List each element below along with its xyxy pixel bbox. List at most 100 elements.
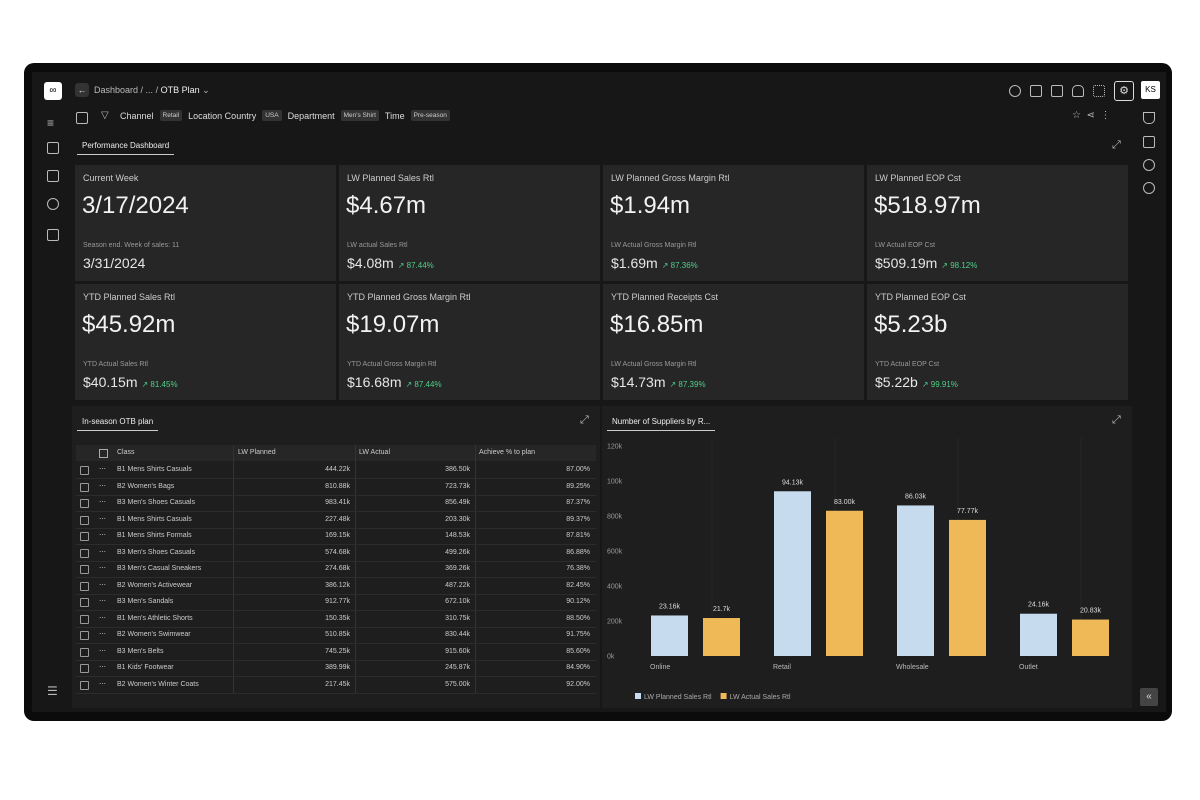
- expand-icon[interactable]: ⤢: [1112, 139, 1121, 151]
- table-cell: 169.15k: [325, 532, 350, 539]
- row-menu[interactable]: ⋯: [99, 664, 106, 671]
- kpi-sub-value: $1.69m ↗ 87.36%: [611, 255, 698, 271]
- column-header: LW Planned: [238, 449, 276, 456]
- row-menu[interactable]: ⋯: [99, 466, 106, 473]
- icon[interactable]: [1143, 112, 1155, 124]
- checkbox[interactable]: [80, 466, 89, 475]
- icon[interactable]: [1093, 85, 1105, 97]
- toolbar-icons[interactable]: ☆ ⋖ ⋮: [1072, 110, 1111, 121]
- icon[interactable]: [1143, 182, 1155, 194]
- icon[interactable]: [1051, 85, 1063, 97]
- filter-chip[interactable]: Retail: [159, 110, 183, 121]
- table-cell: 510.85k: [325, 631, 350, 638]
- icon[interactable]: [1143, 136, 1155, 148]
- expand-icon[interactable]: ⤢: [580, 414, 589, 426]
- icon[interactable]: [47, 229, 59, 241]
- row-menu[interactable]: ⋯: [99, 598, 106, 605]
- panel-tab[interactable]: Number of Suppliers by R...: [607, 417, 716, 431]
- row-divider: [76, 593, 596, 595]
- table-cell: 92.00%: [566, 680, 590, 688]
- y-tick-label: 600k: [607, 549, 623, 556]
- table-cell: 148.53k: [445, 532, 470, 539]
- crumb[interactable]: Dashboard: [94, 85, 139, 95]
- table-cell: 91.75%: [566, 631, 590, 638]
- panel-tab[interactable]: In-season OTB plan: [77, 417, 159, 431]
- row-menu[interactable]: ⋯: [99, 680, 106, 688]
- checkbox[interactable]: [80, 664, 89, 673]
- row-divider: [76, 527, 596, 529]
- column-divider: [475, 445, 476, 693]
- filter-label: Location Country: [188, 110, 257, 121]
- row-menu[interactable]: ⋯: [99, 482, 106, 490]
- table-cell: 830.44k: [445, 631, 470, 638]
- row-menu[interactable]: ⋯: [99, 515, 106, 523]
- panel-icon[interactable]: [76, 112, 88, 124]
- tab[interactable]: Performance Dashboard: [77, 141, 175, 155]
- table-cell: B1 Mens Shirts Formals: [117, 532, 192, 539]
- list-icon[interactable]: ☰: [47, 684, 58, 698]
- table-cell: 915.60k: [445, 647, 470, 655]
- checkbox[interactable]: [80, 532, 89, 541]
- icon[interactable]: [47, 170, 59, 182]
- kpi-change: ↗ 87.44%: [405, 380, 441, 389]
- table-cell: 203.30k: [445, 515, 470, 523]
- y-tick-label: 120k: [607, 444, 623, 451]
- back-button[interactable]: ←: [75, 83, 89, 97]
- avatar[interactable]: KS: [1141, 81, 1160, 99]
- checkbox[interactable]: [80, 499, 89, 508]
- row-menu[interactable]: ⋯: [99, 614, 106, 622]
- icon[interactable]: [1030, 85, 1042, 97]
- icon[interactable]: [1143, 159, 1155, 171]
- row-menu[interactable]: ⋯: [99, 581, 106, 589]
- table-cell: 90.12%: [566, 598, 590, 605]
- filter-chip[interactable]: USA: [262, 110, 282, 121]
- checkbox[interactable]: [80, 680, 89, 690]
- kpi-title: LW Planned Sales Rtl: [347, 173, 434, 183]
- checkbox[interactable]: [80, 647, 89, 657]
- row-divider: [76, 560, 596, 562]
- value-label: 21.7k: [713, 606, 731, 613]
- row-menu[interactable]: ⋯: [99, 565, 106, 572]
- row-divider: [76, 692, 596, 694]
- logo[interactable]: ∞: [44, 82, 62, 100]
- table-cell: B1 Men's Athletic Shorts: [117, 614, 193, 622]
- value-label: 20.83k: [1080, 608, 1102, 615]
- checkbox[interactable]: [80, 565, 89, 574]
- checkbox[interactable]: [80, 581, 89, 591]
- icon[interactable]: [47, 142, 59, 154]
- kpi-sub-value: $16.68m ↗ 87.44%: [347, 374, 442, 390]
- checkbox[interactable]: [80, 598, 89, 607]
- checkbox[interactable]: [80, 482, 89, 492]
- expand-icon[interactable]: ⤢: [1112, 414, 1121, 426]
- row-menu[interactable]: ⋯: [99, 647, 106, 655]
- table-cell: B3 Men's Belts: [117, 647, 164, 655]
- filter-chip[interactable]: Men's Shirt: [340, 110, 379, 121]
- icon[interactable]: [1009, 85, 1021, 97]
- checkbox[interactable]: [80, 515, 89, 525]
- settings-button[interactable]: ⚙: [1114, 81, 1134, 101]
- collapse-button[interactable]: «: [1140, 688, 1158, 706]
- filter-icon[interactable]: ▽: [101, 110, 109, 121]
- icon[interactable]: [47, 198, 59, 210]
- icon[interactable]: [1072, 85, 1084, 97]
- checkbox[interactable]: [80, 614, 89, 624]
- x-tick-label: Retail: [773, 664, 791, 671]
- column-header: Achieve % to plan: [479, 449, 536, 456]
- arrow-icon: ↗: [669, 380, 679, 389]
- value-label: 24.16k: [1028, 602, 1050, 609]
- row-menu[interactable]: ⋯: [99, 532, 106, 539]
- kpi-sub-label: YTD Actual EOP Cst: [875, 361, 940, 368]
- filter-chip[interactable]: Pre-season: [410, 110, 450, 121]
- kpi-sub-value: $5.22b ↗ 99.91%: [875, 374, 958, 390]
- kpi-change-text: 81.45%: [150, 380, 178, 389]
- crumb[interactable]: ...: [145, 85, 154, 95]
- crumb[interactable]: OTB Plan: [160, 85, 200, 95]
- menu-icon[interactable]: ≡: [47, 116, 55, 130]
- kpi-sub-value-text: $4.08m: [347, 255, 394, 271]
- row-menu[interactable]: ⋯: [99, 499, 106, 506]
- row-menu[interactable]: ⋯: [99, 548, 106, 556]
- checkbox[interactable]: [80, 548, 89, 558]
- kpi-change: ↗ 87.44%: [398, 261, 434, 270]
- row-menu[interactable]: ⋯: [99, 631, 106, 638]
- checkbox[interactable]: [80, 631, 89, 640]
